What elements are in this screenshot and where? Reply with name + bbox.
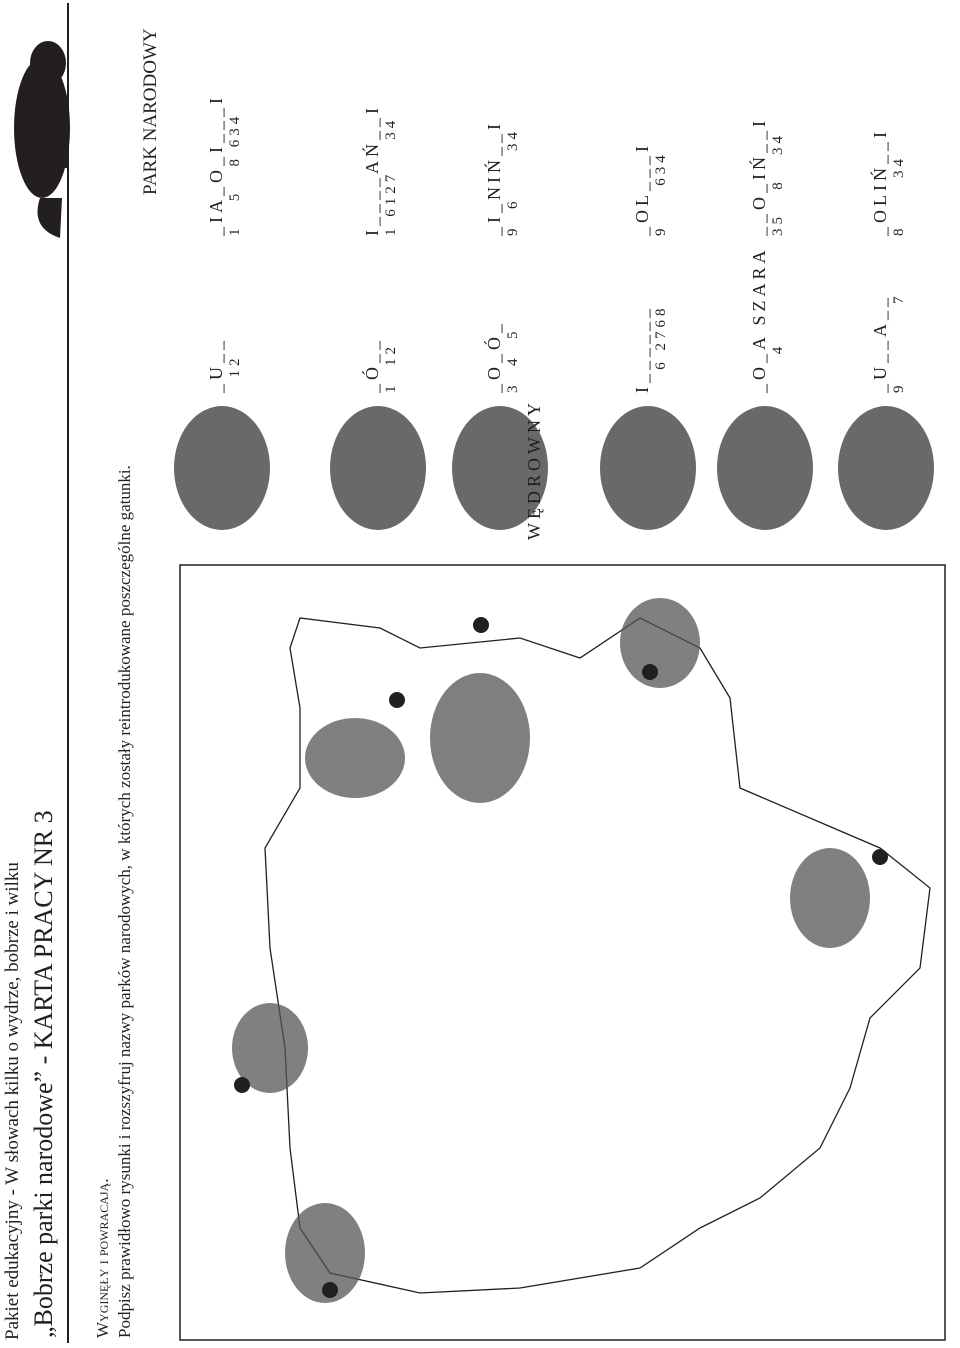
species-letters: _O_Ó_: [483, 320, 504, 394]
species-numbers: 9 7: [891, 293, 907, 394]
animal-picture: [838, 406, 934, 530]
rotated-page: Pakiet edukacyjny - W słowach kilku o wy…: [2, 3, 946, 1343]
species-letters: _Ó__: [361, 337, 382, 394]
series-title: Pakiet edukacyjny - W słowach kilku o wy…: [2, 862, 23, 1340]
park-letters: _IA_O_I___I: [206, 94, 226, 237]
park-letters: _OLIŃ__I: [869, 128, 890, 237]
species-numbers: 1 12: [383, 343, 399, 393]
park-letters: I____AŃ__I: [361, 104, 382, 236]
species-letters: I______: [632, 305, 652, 393]
instruction: Podpisz prawidłowo rysunki i rozszyfruj …: [115, 465, 134, 1338]
map-pictures: [232, 598, 870, 1303]
park-numbers: 9 6 34: [505, 128, 521, 236]
puzzle-heading: PARK NARODOWY: [140, 28, 161, 195]
park-numbers: 9 634: [653, 151, 669, 236]
species-letters: _O_A SZARA: [749, 246, 769, 394]
park-numbers: 8 34: [891, 155, 907, 236]
beaver-silhouette: [14, 41, 70, 238]
species-numbers: 4: [770, 343, 786, 393]
species-numbers: 12: [227, 355, 243, 394]
park-letters: __O_IŃ__I: [748, 117, 769, 237]
park-letters: _OL___I: [632, 142, 652, 237]
park-numbers: 35 8 34: [770, 132, 786, 236]
animal-picture: [717, 406, 813, 530]
section-heading: Wyginęły i powracają.: [93, 1179, 112, 1338]
animal-pictures: [174, 406, 934, 530]
animal-picture: [600, 406, 696, 530]
worksheet-title: „Bobrze parki narodowe” - KARTA PRACY NR…: [29, 810, 58, 1338]
animal-picture: [452, 406, 548, 530]
species-letters: _U__A__: [870, 294, 890, 394]
animal-picture: [330, 406, 426, 530]
species-numbers: 3 4 5: [505, 328, 521, 394]
species-letters: _U__: [206, 337, 226, 394]
animal-picture: [174, 406, 270, 530]
species-note: WĘDROWNY: [524, 399, 544, 540]
species-numbers: 6 2768: [653, 305, 669, 394]
map-dots: [234, 617, 888, 1298]
map-frame: [179, 564, 946, 1341]
park-numbers: 1 5 8 634: [227, 113, 243, 236]
park-numbers: 1 6127 34: [383, 117, 399, 236]
park-letters: _I_NIŃ__I: [483, 120, 504, 237]
